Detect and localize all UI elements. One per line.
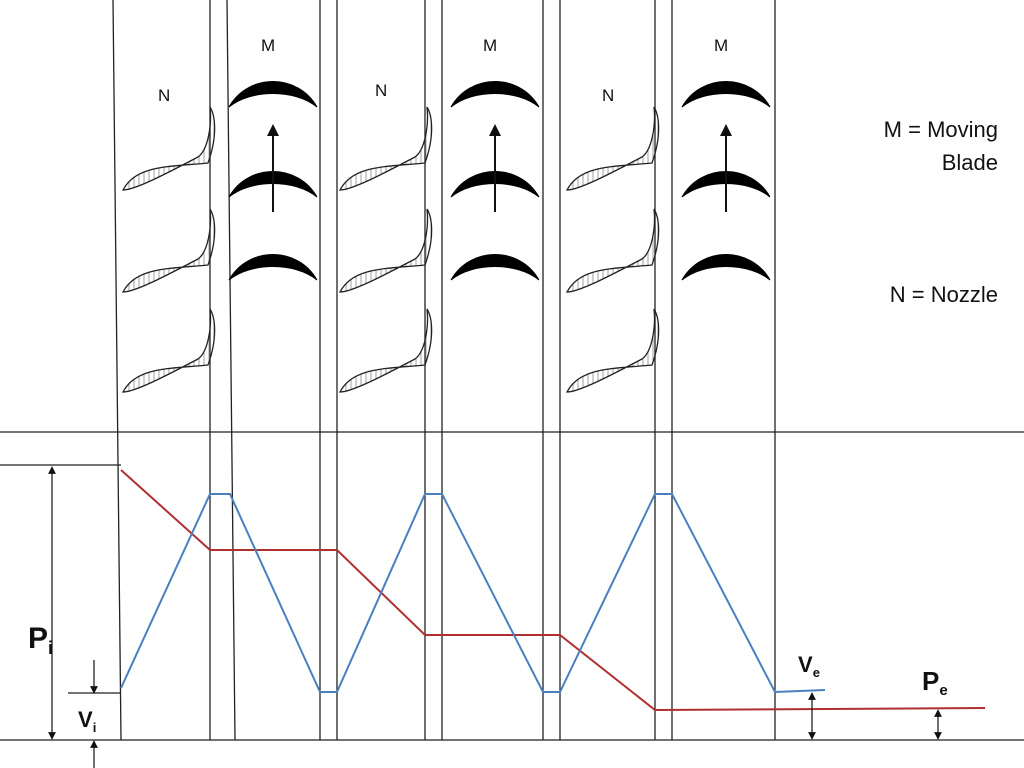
- nozzle-row-2: [339, 106, 433, 393]
- nozzle-label-1: N: [158, 86, 170, 105]
- inlet-pressure-label: Pi: [28, 622, 53, 658]
- pressure-curve: [120, 469, 986, 712]
- nozzle-label-2: N: [375, 81, 387, 100]
- nozzle-row-1: [122, 106, 216, 393]
- dimension-arrows: [48, 466, 942, 768]
- velocity-curve: [120, 493, 826, 694]
- moving-row-1: [228, 81, 318, 281]
- moving-label-2: M: [483, 36, 497, 55]
- exit-pressure-label: Pe: [922, 666, 948, 699]
- exit-velocity-label: Ve: [798, 652, 820, 680]
- moving-row-3: [681, 81, 771, 281]
- legend-moving-line1: M = Moving: [884, 117, 998, 142]
- moving-label-1: M: [261, 36, 275, 55]
- moving-label-3: M: [714, 36, 728, 55]
- nozzle-label-3: N: [602, 86, 614, 105]
- inlet-velocity-label: Vi: [78, 707, 96, 735]
- nozzle-row-3: [566, 106, 660, 393]
- legend-moving-line2: Blade: [942, 150, 998, 175]
- legend-nozzle: N = Nozzle: [890, 282, 998, 307]
- moving-row-2: [450, 81, 540, 281]
